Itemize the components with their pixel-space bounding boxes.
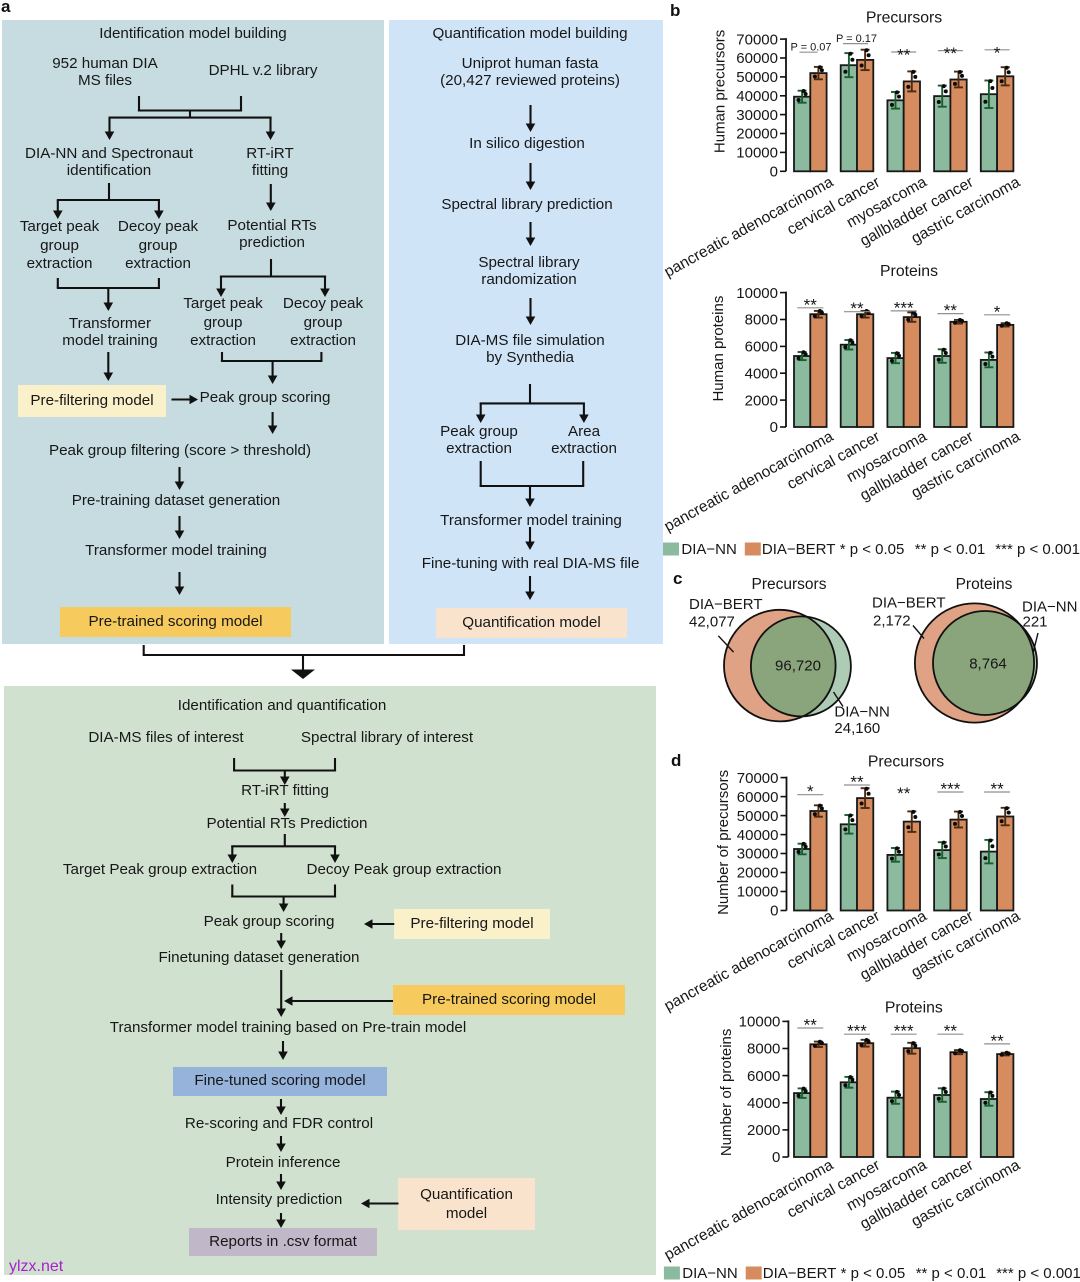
svg-text:** p < 0.01: ** p < 0.01: [915, 541, 985, 558]
svg-text:DIA−NN: DIA−NN: [682, 1265, 737, 1282]
svg-text:Human proteins: Human proteins: [710, 296, 727, 402]
svg-text:0: 0: [770, 419, 778, 436]
svg-text:10000: 10000: [739, 1014, 781, 1031]
svg-text:DIA−BERT: DIA−BERT: [762, 541, 836, 558]
svg-text:***: ***: [894, 298, 914, 317]
svg-text:***: ***: [894, 1022, 914, 1041]
svg-text:Precursors: Precursors: [752, 576, 827, 593]
svg-text:***: ***: [847, 1022, 867, 1041]
svg-text:40000: 40000: [736, 88, 778, 105]
svg-text:10000: 10000: [736, 145, 778, 162]
svg-text:50000: 50000: [737, 808, 779, 825]
svg-text:96,720: 96,720: [775, 658, 821, 675]
svg-text:**: **: [897, 784, 911, 803]
svg-text:DIA−BERT: DIA−BERT: [872, 594, 946, 611]
svg-text:24,160: 24,160: [834, 720, 880, 737]
svg-text:P = 0.17: P = 0.17: [836, 33, 877, 45]
svg-text:*: *: [994, 43, 1001, 62]
svg-text:42,077: 42,077: [689, 614, 735, 631]
svg-text:**: **: [850, 299, 864, 318]
svg-text:**: **: [990, 1031, 1004, 1050]
svg-text:Proteins: Proteins: [956, 576, 1013, 593]
svg-text:DIA−BERT: DIA−BERT: [689, 596, 763, 613]
svg-text:Proteins: Proteins: [885, 999, 943, 1016]
svg-text:* p < 0.05: * p < 0.05: [840, 541, 905, 558]
svg-text:**: **: [944, 301, 958, 320]
svg-text:Precursors: Precursors: [868, 753, 944, 770]
svg-text:**: **: [850, 773, 864, 792]
svg-text:30000: 30000: [737, 846, 779, 863]
svg-text:P = 0.07: P = 0.07: [790, 42, 831, 54]
svg-text:**: **: [897, 46, 911, 65]
svg-text:6000: 6000: [745, 339, 778, 356]
svg-text:60000: 60000: [737, 789, 779, 806]
svg-text:0: 0: [770, 164, 778, 181]
svg-text:**: **: [990, 780, 1004, 799]
svg-text:Precursors: Precursors: [866, 10, 942, 27]
svg-text:40000: 40000: [737, 827, 779, 844]
svg-text:0: 0: [770, 903, 778, 920]
svg-text:**: **: [944, 1022, 958, 1041]
svg-text:Number of proteins: Number of proteins: [718, 1029, 735, 1157]
svg-text:30000: 30000: [736, 107, 778, 124]
svg-text:*: *: [994, 302, 1001, 321]
svg-text:Number of precursors: Number of precursors: [715, 770, 732, 915]
svg-text:** p < 0.01: ** p < 0.01: [916, 1265, 986, 1282]
svg-text:2000: 2000: [745, 392, 778, 409]
svg-text:4000: 4000: [745, 365, 778, 382]
svg-text:20000: 20000: [736, 126, 778, 143]
svg-text:* p < 0.05: * p < 0.05: [841, 1265, 906, 1282]
svg-text:8,764: 8,764: [969, 656, 1007, 673]
svg-text:8000: 8000: [745, 312, 778, 329]
svg-text:70000: 70000: [737, 770, 779, 787]
svg-text:20000: 20000: [737, 865, 779, 882]
svg-text:70000: 70000: [736, 31, 778, 48]
svg-text:2,172: 2,172: [873, 612, 911, 629]
svg-text:**: **: [804, 295, 818, 314]
svg-text:221: 221: [1023, 614, 1048, 631]
svg-text:DIA−NN: DIA−NN: [681, 541, 736, 558]
svg-text:8000: 8000: [747, 1041, 780, 1058]
svg-text:4000: 4000: [747, 1095, 780, 1112]
svg-text:**: **: [804, 1016, 818, 1035]
svg-text:DIA−NN: DIA−NN: [834, 704, 889, 721]
svg-text:10000: 10000: [736, 285, 778, 302]
svg-text:10000: 10000: [737, 884, 779, 901]
svg-text:2000: 2000: [747, 1122, 780, 1139]
svg-text:***: ***: [940, 780, 960, 799]
svg-text:DIA−BERT: DIA−BERT: [763, 1265, 837, 1282]
svg-text:**: **: [944, 44, 958, 63]
svg-text:50000: 50000: [736, 69, 778, 86]
svg-text:60000: 60000: [736, 50, 778, 67]
svg-text:6000: 6000: [747, 1068, 780, 1085]
svg-text:*** p < 0.001: *** p < 0.001: [996, 1265, 1080, 1282]
svg-text:Proteins: Proteins: [880, 263, 938, 280]
svg-text:0: 0: [772, 1149, 780, 1166]
svg-text:Human precursors: Human precursors: [712, 30, 729, 153]
svg-text:*** p < 0.001: *** p < 0.001: [995, 541, 1080, 558]
svg-text:DIA−NN: DIA−NN: [1022, 599, 1077, 616]
svg-text:*: *: [807, 782, 814, 801]
